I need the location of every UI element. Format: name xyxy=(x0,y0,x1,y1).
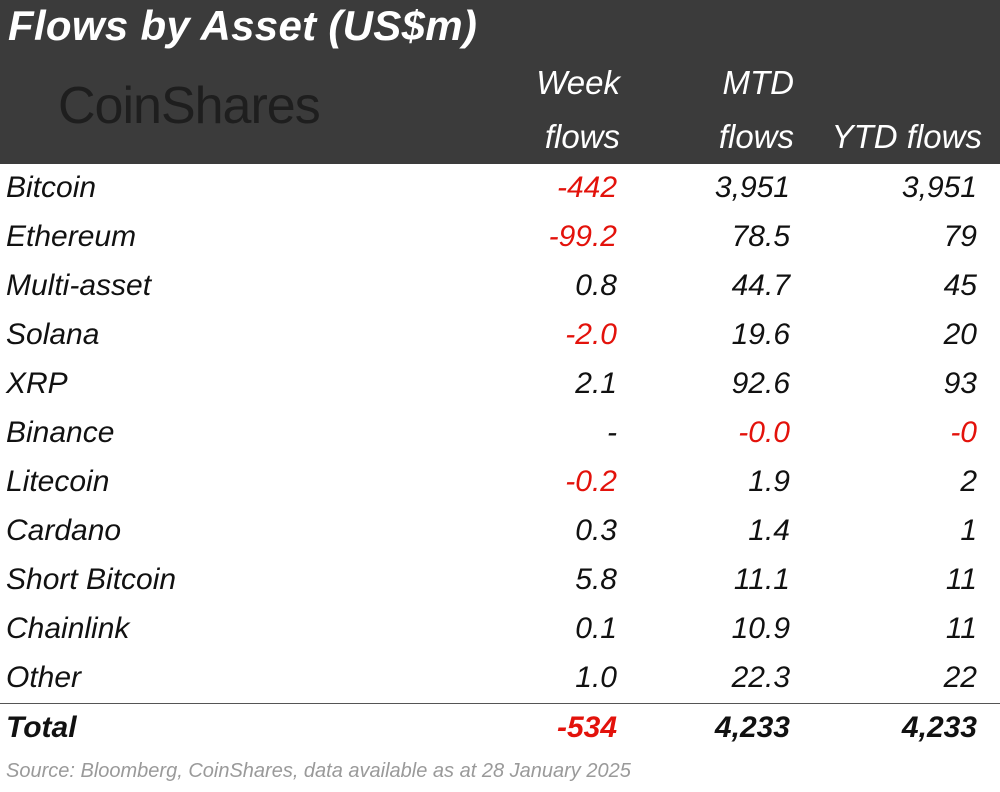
chart-title: Flows by Asset (US$m) xyxy=(8,2,478,49)
mtd-flows: 44.7 xyxy=(731,269,790,302)
ytd-flows: 2 xyxy=(960,465,977,498)
total-ytd-flows: 4,233 xyxy=(901,711,977,744)
table-row: Bitcoin -442 3,951 3,951 xyxy=(0,164,1000,213)
column-header-week-line1: Week xyxy=(536,64,620,101)
table-header: Flows by Asset (US$m) CoinShares Week fl… xyxy=(0,0,1000,164)
asset-name: Solana xyxy=(6,318,100,351)
week-flows: 1.0 xyxy=(575,661,617,694)
mtd-flows: 78.5 xyxy=(731,220,790,253)
mtd-flows: 10.9 xyxy=(731,612,790,645)
mtd-flows: -0.0 xyxy=(738,416,790,449)
week-flows: - xyxy=(607,416,617,449)
week-flows: 0.1 xyxy=(575,612,617,645)
total-mtd-flows: 4,233 xyxy=(714,711,790,744)
column-header-mtd-line1: MTD xyxy=(722,64,794,101)
asset-name: Other xyxy=(6,661,82,694)
column-header-ytd-flows: YTD flows xyxy=(800,60,982,164)
column-header-mtd-flows: MTD flows xyxy=(660,60,794,164)
asset-name: Short Bitcoin xyxy=(6,563,177,596)
mtd-flows: 22.3 xyxy=(731,661,790,694)
table-row: Cardano 0.3 1.4 1 xyxy=(0,507,1000,556)
table-row: Other 1.0 22.3 22 xyxy=(0,654,1000,703)
column-header-ytd-label: YTD flows xyxy=(831,118,982,155)
mtd-flows: 92.6 xyxy=(731,367,790,400)
mtd-flows: 3,951 xyxy=(714,171,790,204)
table-row: Binance - -0.0 -0 xyxy=(0,409,1000,458)
asset-name: Bitcoin xyxy=(6,171,97,204)
asset-name: Litecoin xyxy=(6,465,110,498)
ytd-flows: 93 xyxy=(943,367,977,400)
week-flows: 0.3 xyxy=(575,514,617,547)
week-flows: -2.0 xyxy=(565,318,617,351)
table-row: Multi-asset 0.8 44.7 45 xyxy=(0,262,1000,311)
table-row: Ethereum -99.2 78.5 79 xyxy=(0,213,1000,262)
week-flows: -99.2 xyxy=(548,220,617,253)
week-flows: 0.8 xyxy=(575,269,617,302)
ytd-flows: -0 xyxy=(950,416,977,449)
total-label: Total xyxy=(6,711,77,744)
table-body: Bitcoin -442 3,951 3,951 Ethereum -99.2 78.5 79… xyxy=(0,164,1000,703)
table-row: Chainlink 0.1 10.9 11 xyxy=(0,605,1000,654)
mtd-flows: 1.4 xyxy=(748,514,790,547)
ytd-flows: 22 xyxy=(943,661,977,694)
ytd-flows: 45 xyxy=(943,269,977,302)
ytd-flows: 11 xyxy=(945,563,977,596)
ytd-flows: 11 xyxy=(945,612,977,645)
table-row: Short Bitcoin 5.8 11.1 11 xyxy=(0,556,1000,605)
ytd-flows: 3,951 xyxy=(901,171,977,204)
asset-name: Ethereum xyxy=(6,220,137,253)
asset-name: Chainlink xyxy=(6,612,130,645)
ytd-flows: 20 xyxy=(943,318,977,351)
week-flows: -442 xyxy=(556,171,617,204)
column-header-mtd-line2: flows xyxy=(718,118,794,155)
table-row: Litecoin -0.2 1.9 2 xyxy=(0,458,1000,507)
asset-name: XRP xyxy=(6,367,68,400)
source-note: Source: Bloomberg, CoinShares, data avai… xyxy=(6,760,631,782)
ytd-flows: 1 xyxy=(960,514,977,547)
table-row: XRP 2.1 92.6 93 xyxy=(0,360,1000,409)
mtd-flows: 19.6 xyxy=(731,318,790,351)
mtd-flows: 11.1 xyxy=(733,563,790,596)
asset-name: Binance xyxy=(6,416,115,449)
week-flows: 2.1 xyxy=(575,367,617,400)
total-row: Total -534 4,233 4,233 xyxy=(0,706,1000,754)
column-header-week-line2: flows xyxy=(544,118,620,155)
week-flows: -0.2 xyxy=(565,465,617,498)
mtd-flows: 1.9 xyxy=(748,465,790,498)
asset-name: Multi-asset xyxy=(6,269,152,302)
ytd-flows: 79 xyxy=(943,220,977,253)
asset-name: Cardano xyxy=(6,514,122,547)
week-flows: 5.8 xyxy=(575,563,617,596)
total-week-flows: -534 xyxy=(556,711,617,744)
total-divider xyxy=(0,703,1000,704)
coinshares-logo: CoinShares xyxy=(58,77,321,135)
column-header-week-flows: Week flows xyxy=(500,60,620,164)
table-row: Solana -2.0 19.6 20 xyxy=(0,311,1000,360)
